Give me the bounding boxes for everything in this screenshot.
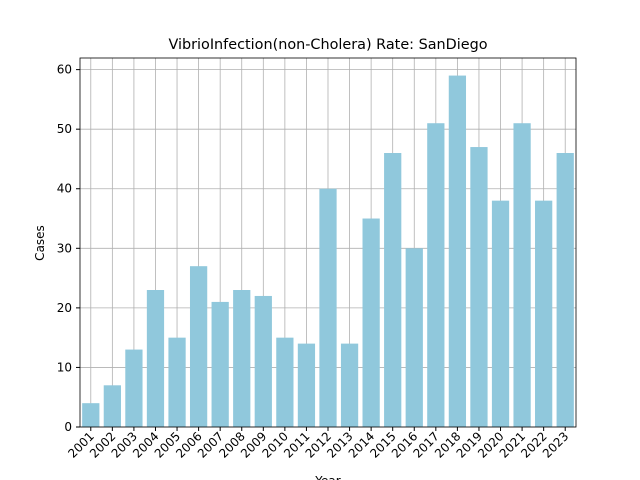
y-tick-label: 0 (64, 420, 72, 434)
bar (556, 153, 574, 428)
bar (189, 266, 208, 427)
bar (340, 343, 359, 427)
bar (448, 75, 467, 428)
bar (470, 147, 488, 427)
bar (535, 200, 553, 427)
bar (297, 343, 316, 427)
y-tick-label: 50 (57, 122, 72, 136)
bar (82, 403, 100, 427)
x-axis-label: Year (314, 474, 340, 480)
bar (384, 153, 402, 428)
y-tick-label: 60 (57, 63, 72, 77)
bar (319, 188, 337, 427)
bar (146, 290, 165, 427)
y-tick-label: 40 (57, 182, 72, 196)
bar (125, 349, 143, 427)
bar (491, 200, 510, 427)
bar (405, 248, 423, 427)
y-tick-label: 30 (57, 241, 72, 255)
bar (427, 123, 445, 427)
plot-frame (79, 57, 577, 428)
bar (233, 290, 251, 427)
bar (276, 337, 294, 427)
bar (168, 337, 186, 427)
chart-title: VibrioInfection(non-Cholera) Rate: SanDi… (168, 37, 487, 53)
y-axis-label: Cases (33, 225, 47, 261)
y-tick-label: 10 (57, 360, 72, 374)
bar (211, 301, 229, 427)
bar (362, 218, 380, 427)
bar (103, 385, 121, 427)
bar (254, 295, 272, 427)
bar (513, 123, 531, 427)
y-tick-label: 20 (57, 301, 72, 315)
